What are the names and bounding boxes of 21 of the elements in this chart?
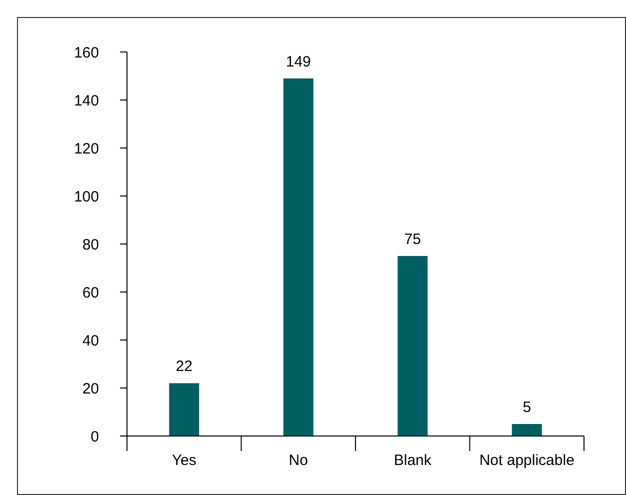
- data-label: 149: [286, 53, 311, 70]
- bar: [398, 256, 428, 436]
- y-tick-label: 80: [82, 236, 99, 254]
- y-tick-label: 40: [82, 332, 99, 350]
- y-tick-label: 60: [82, 284, 99, 302]
- y-tick-label: 20: [82, 380, 99, 398]
- y-tick-label: 100: [74, 188, 99, 206]
- data-label: 22: [176, 358, 192, 376]
- bar: [169, 383, 200, 436]
- x-tick-label: Yes: [172, 452, 196, 469]
- bar: [512, 424, 542, 436]
- y-tick-label: 0: [90, 428, 99, 446]
- y-tick-label: 160: [74, 44, 99, 62]
- data-label: 75: [404, 231, 421, 248]
- data-label: 5: [522, 399, 532, 416]
- bar: [283, 78, 314, 436]
- x-tick-label: Not applicable: [479, 452, 574, 469]
- x-tick-label: No: [288, 452, 308, 469]
- y-tick-label: 120: [74, 140, 99, 158]
- y-tick-label: 140: [74, 92, 99, 110]
- x-tick-label: Blank: [394, 452, 432, 469]
